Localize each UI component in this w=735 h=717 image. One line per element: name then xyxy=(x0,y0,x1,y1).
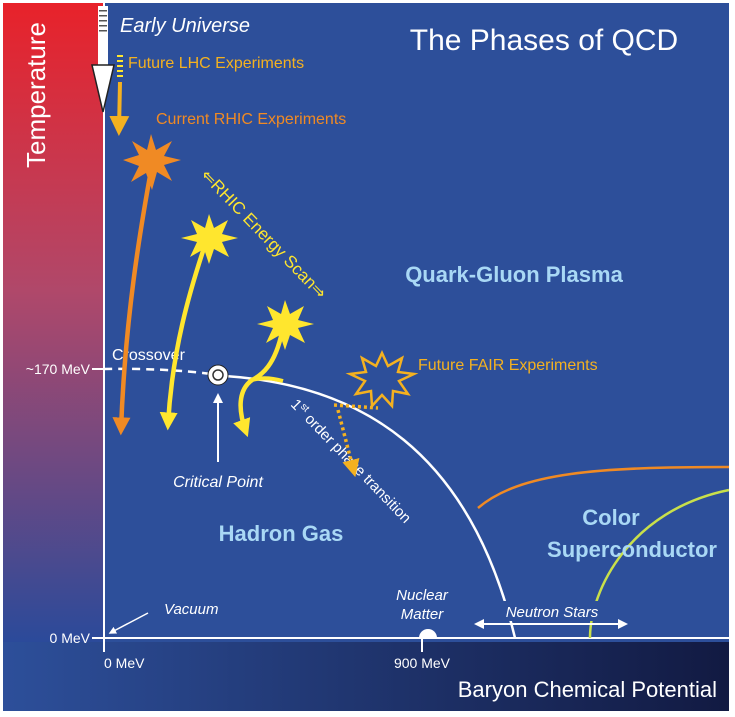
qgp-label: Quark-Gluon Plasma xyxy=(405,262,623,287)
rhic-trajectory xyxy=(112,164,155,436)
vacuum-label: Vacuum xyxy=(164,601,218,618)
early-universe-arrow xyxy=(91,6,115,113)
color-sc-boundary xyxy=(477,465,730,509)
future-fair-label: Future FAIR Experiments xyxy=(418,357,598,374)
scan-burst-2-icon xyxy=(257,300,314,350)
diagram-title: The Phases of QCD xyxy=(410,24,678,57)
color-sc-label-2: Superconductor xyxy=(547,537,717,562)
current-rhic-label: Current RHIC Experiments xyxy=(156,111,346,128)
hadron-gas-label: Hadron Gas xyxy=(219,521,344,546)
fair-burst-icon xyxy=(345,350,419,410)
future-lhc-label: Future LHC Experiments xyxy=(128,55,304,72)
fair-dotted-arrow xyxy=(336,409,360,478)
temperature-band xyxy=(3,3,103,642)
x-tick-label-900: 900 MeV xyxy=(394,655,451,671)
first-order-transition-line xyxy=(224,374,517,639)
nuclear-matter-label-2: Matter xyxy=(401,606,445,623)
scan-trajectory-1 xyxy=(159,244,208,431)
x-tick-label-0: 0 MeV xyxy=(104,655,145,671)
vacuum-arrow xyxy=(108,612,149,634)
neutron-stars-label-bg xyxy=(495,601,611,621)
critical-point-marker xyxy=(207,364,229,386)
scan-burst-1-icon xyxy=(181,214,238,264)
critical-point-label: Critical Point xyxy=(173,474,263,491)
crossover-label: Crossover xyxy=(112,347,186,364)
crossover-line xyxy=(103,367,213,376)
scan-trajectory-2-branch xyxy=(251,376,284,383)
neutron-stars-label: Neutron Stars xyxy=(506,604,599,621)
fair-dotted-line xyxy=(333,403,379,410)
y-axis-label: Temperature xyxy=(21,22,51,168)
nuclear-matter-marker xyxy=(419,629,437,638)
x-axis-label: Baryon Chemical Potential xyxy=(458,677,717,702)
color-sc-label-1: Color xyxy=(582,505,640,530)
y-tick-label-0: 0 MeV xyxy=(50,630,91,646)
early-universe-label: Early Universe xyxy=(120,15,250,37)
x-axis-band xyxy=(3,642,729,711)
rhic-burst-icon xyxy=(123,134,181,190)
lhc-trajectory xyxy=(109,55,130,136)
nuclear-matter-label-1: Nuclear xyxy=(396,587,449,604)
y-tick-label-170: ~170 MeV xyxy=(26,361,91,377)
